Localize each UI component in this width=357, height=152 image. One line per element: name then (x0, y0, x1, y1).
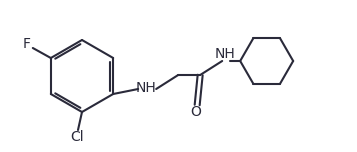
Text: Cl: Cl (70, 130, 84, 144)
Text: O: O (191, 105, 202, 119)
Text: F: F (23, 37, 31, 51)
Text: NH: NH (136, 81, 157, 95)
Text: NH: NH (215, 47, 236, 61)
